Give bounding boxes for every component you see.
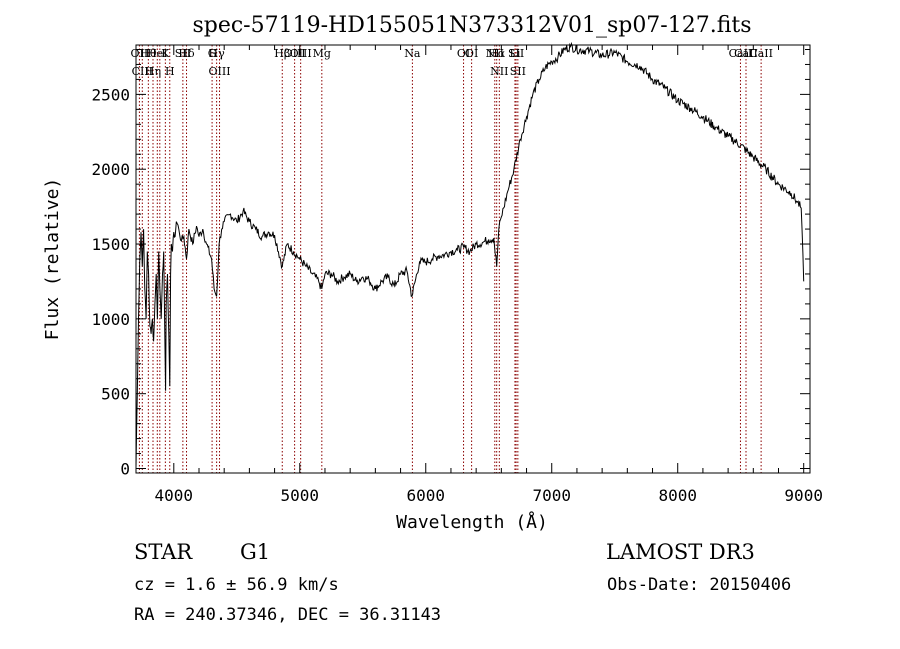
spectral-line-label: HeI <box>147 47 167 60</box>
spectral-line-label: OII <box>131 47 149 60</box>
spectral-line-label: Hβ <box>274 47 290 60</box>
spectral-line-label: CaII <box>729 47 753 60</box>
y-axis-label: Flux (relative) <box>42 178 63 341</box>
spectral-line-label: G <box>208 47 217 60</box>
spectral-line-label: Mg <box>313 47 331 60</box>
spectral-line-label: OIII <box>208 65 230 78</box>
x-tick-label: 8000 <box>658 486 697 505</box>
spectral-line-label: NII <box>486 47 504 60</box>
y-tick-label: 1500 <box>91 235 130 254</box>
spectral-line-label: H <box>165 65 175 78</box>
spectral-line-label: OI <box>457 47 470 60</box>
redshift-text: cz = 1.6 ± 56.9 km/s <box>134 575 339 595</box>
x-axis-label: Wavelength (Å) <box>396 511 548 533</box>
y-tick-label: 0 <box>120 460 130 479</box>
chart-title: spec-57119-HD155051N373312V01_sp07-127.f… <box>192 13 751 38</box>
plot-frame <box>135 44 811 474</box>
y-tick-label: 500 <box>101 385 130 404</box>
survey-name: LAMOST DR3 <box>606 540 755 564</box>
spectral-line-label: Hθ <box>140 47 157 60</box>
coordinates: RA = 240.37346, DEC = 36.31143 <box>134 605 441 625</box>
x-axis: 4000 5000 6000 7000 8000 9000 <box>155 45 823 505</box>
y-tick-label: 2000 <box>91 160 130 179</box>
spectral-line-label: Li <box>510 47 521 60</box>
x-tick-label: 7000 <box>532 486 571 505</box>
obs-date: Obs-Date: 20150406 <box>607 575 791 595</box>
line-markers <box>138 45 762 473</box>
y-axis: 0 500 1000 1500 2000 2500 <box>91 48 810 479</box>
spectral-line-label: SII <box>508 47 524 60</box>
spectral-line-label: Hδ <box>178 47 195 60</box>
spectral-line-label: NII <box>490 65 508 78</box>
spectral-line-label: OIII <box>290 47 312 60</box>
y-tick-label: 1000 <box>91 310 130 329</box>
spectral-line-label: Hγ <box>209 47 226 60</box>
spectral-line-label: K <box>161 47 170 60</box>
x-tick-label: 9000 <box>784 486 823 505</box>
spectral-line-label: Na <box>404 47 421 60</box>
object-class: STAR <box>134 540 193 564</box>
x-tick-label: 4000 <box>155 486 194 505</box>
x-tick-label: 5000 <box>281 486 320 505</box>
spectral-line-label: Hη <box>145 65 161 78</box>
spectrum-curve <box>135 41 805 468</box>
spectral-line-label: SII <box>175 47 191 60</box>
x-tick-label: 6000 <box>406 486 445 505</box>
spectral-line-label: SII <box>510 65 526 78</box>
spectral-line-label: CaII <box>749 47 773 60</box>
object-subclass: G1 <box>240 540 270 564</box>
spectral-line-label: Hα <box>488 47 506 60</box>
spectral-line-label: CaII <box>734 47 758 60</box>
y-tick-label: 2500 <box>91 85 130 104</box>
spectral-line-label: CIII <box>132 65 153 78</box>
spectral-line-label: OI <box>465 47 478 60</box>
